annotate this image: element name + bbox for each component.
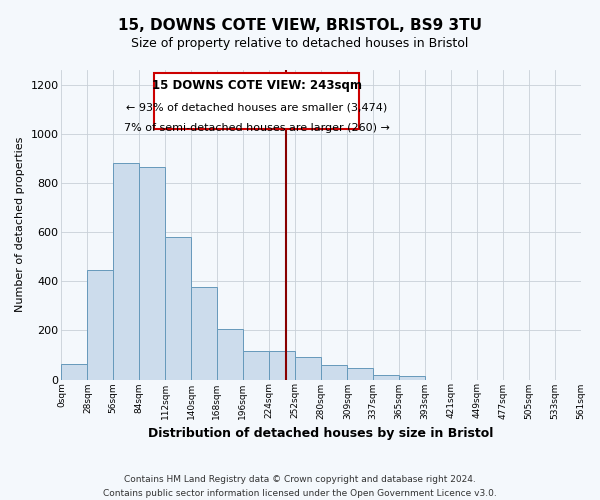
Text: 7% of semi-detached houses are larger (260) →: 7% of semi-detached houses are larger (2… bbox=[124, 123, 389, 133]
Bar bbox=[61, 364, 88, 380]
Text: Size of property relative to detached houses in Bristol: Size of property relative to detached ho… bbox=[131, 38, 469, 51]
Text: ← 93% of detached houses are smaller (3,474): ← 93% of detached houses are smaller (3,… bbox=[126, 103, 388, 113]
Bar bbox=[269, 352, 295, 380]
Text: 15 DOWNS COTE VIEW: 243sqm: 15 DOWNS COTE VIEW: 243sqm bbox=[152, 80, 362, 92]
Bar bbox=[399, 376, 425, 380]
X-axis label: Distribution of detached houses by size in Bristol: Distribution of detached houses by size … bbox=[148, 427, 494, 440]
Bar bbox=[88, 270, 113, 380]
Bar bbox=[243, 352, 269, 380]
Bar bbox=[295, 358, 320, 380]
Bar bbox=[165, 237, 191, 380]
Bar bbox=[139, 167, 165, 380]
Bar bbox=[373, 374, 399, 380]
Bar bbox=[191, 288, 217, 380]
Bar bbox=[320, 365, 347, 380]
Text: Contains HM Land Registry data © Crown copyright and database right 2024.
Contai: Contains HM Land Registry data © Crown c… bbox=[103, 476, 497, 498]
Y-axis label: Number of detached properties: Number of detached properties bbox=[15, 137, 25, 312]
Bar bbox=[347, 368, 373, 380]
Bar bbox=[217, 329, 243, 380]
Bar bbox=[113, 164, 139, 380]
Text: 15, DOWNS COTE VIEW, BRISTOL, BS9 3TU: 15, DOWNS COTE VIEW, BRISTOL, BS9 3TU bbox=[118, 18, 482, 32]
